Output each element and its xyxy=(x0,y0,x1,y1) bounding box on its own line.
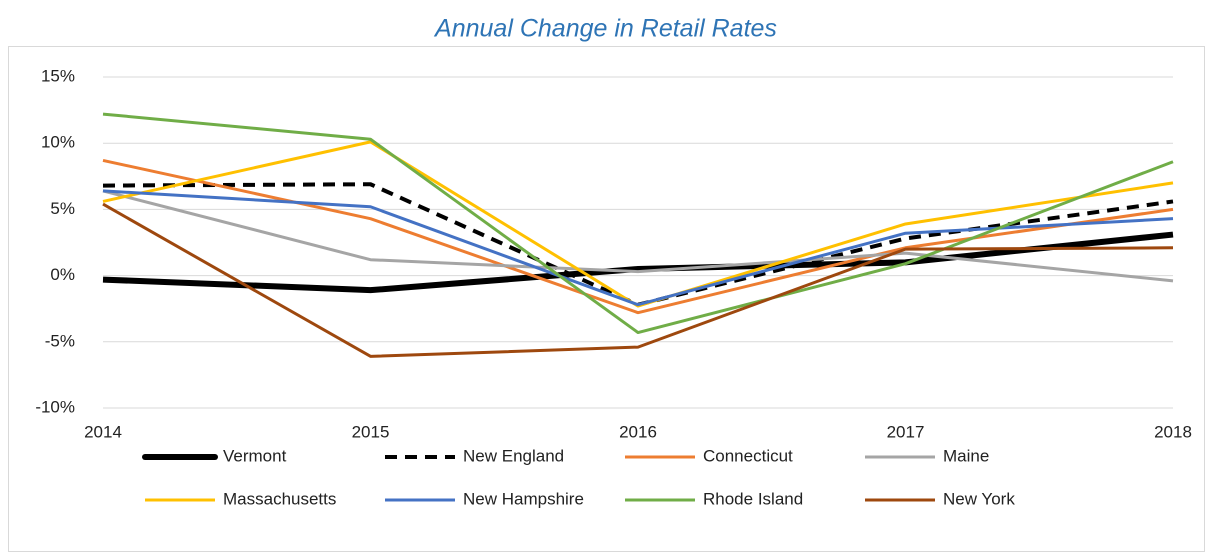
legend-label: New York xyxy=(943,489,1015,508)
chart-border xyxy=(8,46,1205,552)
y-tick-label: 10% xyxy=(41,133,75,152)
series-line xyxy=(102,202,1174,358)
series-line xyxy=(102,189,1174,283)
y-tick-label: -10% xyxy=(35,397,75,416)
y-tick-label: -5% xyxy=(45,331,75,350)
series-line xyxy=(102,112,1174,335)
series-line xyxy=(102,158,1174,315)
series-line xyxy=(102,231,1174,294)
legend-label: Connecticut xyxy=(703,446,793,465)
x-tick-label: 2018 xyxy=(1154,422,1192,441)
legend-label: Massachusetts xyxy=(223,489,336,508)
x-tick-label: 2015 xyxy=(352,422,390,441)
legend-label: Vermont xyxy=(223,446,287,465)
legend-label: Rhode Island xyxy=(703,489,803,508)
chart-title: Annual Change in Retail Rates xyxy=(433,15,777,43)
y-tick-label: 5% xyxy=(50,199,75,218)
y-tick-label: 0% xyxy=(50,265,75,284)
legend-label: New Hampshire xyxy=(463,489,584,508)
x-tick-label: 2017 xyxy=(887,422,925,441)
x-tick-label: 2016 xyxy=(619,422,657,441)
x-tick-label: 2014 xyxy=(84,422,122,441)
legend-label: Maine xyxy=(943,446,989,465)
legend-label: New England xyxy=(463,446,564,465)
y-tick-label: 15% xyxy=(41,66,75,85)
